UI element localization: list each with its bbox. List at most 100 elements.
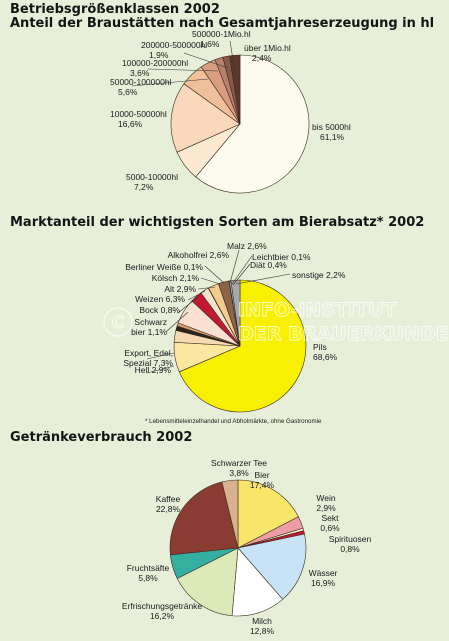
slice-label-text: 50000-100000hl <box>110 77 172 87</box>
slice-label-text: Bier <box>254 470 269 480</box>
slice-value-text: 22,8% <box>156 504 181 514</box>
slice-label-text: Pils <box>313 342 327 352</box>
slice-label-text: sonstige 2,2% <box>292 270 346 280</box>
slice-label-text: 500000-1Mio.hl <box>192 29 251 39</box>
pie-slice-erfrischungsgetraenke <box>176 547 239 617</box>
leader-lines <box>131 40 291 374</box>
chart2-footnote: * Lebensmitteleinzelhandel und Abholmärk… <box>145 418 322 425</box>
slice-label-diaet: Diät 0,4% <box>250 260 287 270</box>
slice-label-sonstige: sonstige 2,2% <box>292 270 346 280</box>
slice-label-text: Wein <box>316 493 335 503</box>
pie-slice-ueber-1mio-hl <box>229 54 241 125</box>
slice-value-text: 3,6% <box>130 68 150 78</box>
slice-label-text: 100000-200000hl <box>122 58 188 68</box>
slice-value-text: 16,6% <box>118 119 143 129</box>
slice-label-text: Kaffee <box>156 494 181 504</box>
slice-label-text: Berliner Weiße 0,1% <box>125 262 203 272</box>
slice-label-text: Milch <box>252 616 272 626</box>
slice-label-hell: Hell 2,9% <box>135 365 172 375</box>
slice-label-alkoholfrei: Alkoholfrei 2,6% <box>168 250 230 260</box>
leader-line <box>146 365 175 374</box>
slice-label-text: Leichtbier 0,1% <box>252 252 311 262</box>
chart2-title: Marktanteil der wichtigsten Sorten am Bi… <box>10 215 425 230</box>
slice-label-weizen: Weizen 6,3% <box>135 294 185 304</box>
slice-label-text: 10000-50000hl <box>110 109 167 119</box>
slice-label-text: Alkoholfrei 2,6% <box>168 250 230 260</box>
slice-label-alt: Alt 2,9% <box>164 284 196 294</box>
leader-line <box>177 296 199 314</box>
slice-value-text: 17,4% <box>250 480 275 490</box>
leader-line <box>235 273 291 285</box>
leader-line <box>147 68 219 72</box>
slice-label-text: Bock 0,8% <box>139 305 180 315</box>
leader-line <box>187 290 206 301</box>
leader-line <box>146 352 175 360</box>
slice-label-leichtbier: Leichtbier 0,1% <box>252 252 311 262</box>
slice-value-text: 5,6% <box>118 87 138 97</box>
slice-label-text: Alt 2,9% <box>164 284 196 294</box>
pie-slice-bier <box>237 479 299 549</box>
chart1-title-line2: Anteil der Braustätten nach Gesamtjahres… <box>10 16 435 31</box>
slice-label-text: Hell 2,9% <box>135 365 172 375</box>
slice-value-text: 3,8% <box>229 468 249 478</box>
slice-label-text: 5000-10000hl <box>126 172 178 182</box>
leader-line <box>231 255 253 285</box>
chart3-title: Getränkeverbrauch 2002 <box>10 430 193 445</box>
leader-line <box>200 277 221 285</box>
slice-label-text: Sekt <box>321 513 339 523</box>
slice-value-text: 61,1% <box>320 132 345 142</box>
slice-label-ueber-1mio-hl: über 1Mio.hl2,4% <box>244 43 291 63</box>
leader-line <box>165 311 189 333</box>
copyright-c-glyph: C <box>112 313 124 333</box>
slice-value-text: Spezial 7,3% <box>123 358 173 368</box>
slice-label-text: Fruchtsäfte <box>127 563 170 573</box>
leader-line <box>197 286 216 290</box>
slice-label-500000-1mio-hl: 500000-1Mio.hl1,6% <box>192 29 251 49</box>
slice-value-text: bier 1,1% <box>131 327 167 337</box>
slice-value-text: 0,8% <box>340 544 360 554</box>
pie-slice-bis-5000hl <box>195 54 310 194</box>
slice-label-text: 200000-500000hl <box>141 40 207 50</box>
slice-label-bock: Bock 0,8% <box>139 305 180 315</box>
leader-line <box>232 263 251 286</box>
pie-slice-10000-50000hl <box>170 83 241 153</box>
slice-label-text: über 1Mio.hl <box>244 43 291 53</box>
slice-value-text: 0,6% <box>320 523 340 533</box>
slice-value-text: 12,8% <box>250 626 275 636</box>
slice-value-text: 5,8% <box>138 573 158 583</box>
leader-line <box>183 52 229 69</box>
watermark-line2: DER BRAUERKUNDE <box>238 323 449 345</box>
slice-label-text: Schwarzer Tee <box>211 458 267 468</box>
slice-label-text: Kölsch 2,1% <box>152 273 200 283</box>
slice-value-text: 68,6% <box>313 352 338 362</box>
slice-value-text: 16,2% <box>150 611 175 621</box>
slice-label-export-edel-spezial: Export, Edel,Spezial 7,3% <box>123 348 173 368</box>
pie-slice-kaffee <box>169 481 239 556</box>
slice-label-text: Malz 2,6% <box>227 241 267 251</box>
pie-chart-3 <box>169 479 307 617</box>
slice-label-text: Diät 0,4% <box>250 260 287 270</box>
pie-chart-1 <box>170 54 310 194</box>
slice-value-text: 7,2% <box>134 182 154 192</box>
slice-value-text: 1,9% <box>149 50 169 60</box>
pie-slice-pils <box>178 279 307 413</box>
leader-line <box>131 78 209 87</box>
watermark-line1: INFO-INSTITUT <box>238 299 396 321</box>
